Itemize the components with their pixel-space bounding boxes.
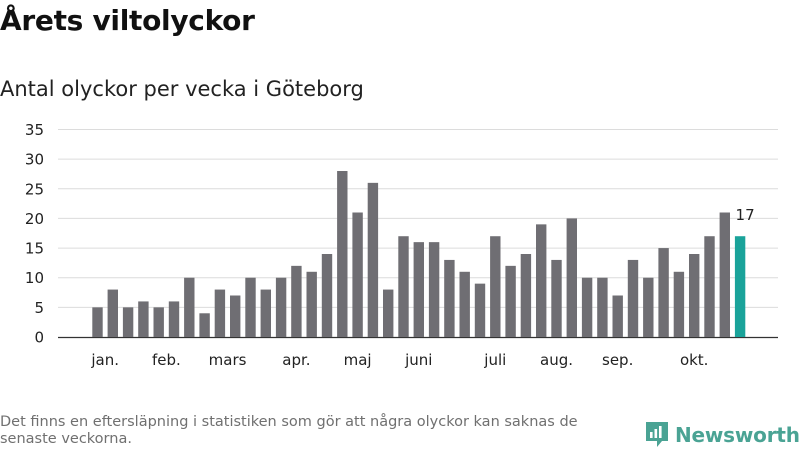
bar	[383, 289, 394, 337]
y-tick-label: 20	[25, 210, 44, 228]
bar	[643, 277, 654, 337]
chart-subtitle: Antal olyckor per vecka i Göteborg	[0, 77, 364, 101]
bar	[122, 307, 134, 337]
x-tick-label: feb.	[152, 351, 181, 369]
bar	[689, 254, 700, 337]
bar	[337, 171, 348, 337]
bar	[490, 236, 501, 337]
bar	[673, 271, 685, 337]
bar	[214, 289, 226, 337]
y-tick-label: 0	[34, 329, 44, 347]
x-tick-label: jan.	[90, 351, 119, 369]
y-tick-label: 25	[25, 180, 44, 198]
x-tick-label: okt.	[680, 351, 709, 369]
bar	[444, 259, 455, 337]
y-tick-label: 5	[34, 299, 44, 317]
bars	[92, 171, 746, 337]
x-tick-label: apr.	[282, 351, 310, 369]
chart-title: Årets viltolyckor	[0, 4, 255, 37]
bar	[581, 277, 593, 337]
bar	[551, 259, 562, 337]
x-tick-label: juli	[483, 351, 506, 369]
x-tick-label: juni	[404, 351, 432, 369]
bar	[291, 265, 302, 337]
bar	[321, 254, 333, 337]
bar	[505, 265, 516, 337]
bar	[138, 301, 149, 337]
bar	[275, 277, 287, 337]
y-tick-label: 35	[25, 121, 44, 139]
bar	[520, 254, 532, 337]
y-tick-label: 15	[25, 240, 44, 258]
bar	[352, 212, 363, 337]
bar	[260, 289, 271, 337]
bar	[184, 277, 195, 337]
y-tick-label: 30	[25, 151, 44, 169]
bar	[230, 295, 241, 337]
y-tick-label: 10	[25, 269, 44, 287]
bar	[658, 248, 669, 337]
bar	[597, 277, 608, 337]
x-tick-label: mars	[209, 351, 247, 369]
bar	[92, 307, 103, 337]
axis-labels: 0 5 10 15 20 25 30 35 17 jan. feb. mars apr. maj juni j…	[25, 121, 755, 369]
brand[interactable]: Newsworthy	[645, 420, 800, 450]
brand-name: Newsworthy	[675, 423, 800, 447]
bar	[428, 242, 440, 337]
x-tick-label: maj	[344, 351, 372, 369]
bar	[612, 295, 623, 337]
highlight-value-label: 17	[736, 206, 755, 224]
x-tick-label: aug.	[540, 351, 573, 369]
bar	[704, 236, 715, 337]
bar	[245, 277, 256, 337]
bar	[199, 313, 210, 337]
bar	[474, 283, 486, 337]
bar	[398, 236, 409, 337]
bar	[627, 259, 639, 337]
bar	[536, 224, 547, 337]
bar	[367, 182, 379, 337]
bar	[107, 289, 118, 337]
bar	[168, 301, 180, 337]
newsworthy-logo-icon	[646, 422, 668, 447]
bar	[459, 271, 470, 337]
bar-chart: 0 5 10 15 20 25 30 35 17 jan. feb. mars apr. maj juni j…	[25, 121, 778, 369]
bar	[153, 307, 164, 337]
highlight-bar	[734, 236, 746, 337]
x-tick-label: sep.	[602, 351, 633, 369]
bar	[719, 212, 730, 337]
bar	[306, 271, 317, 337]
bar	[413, 242, 424, 337]
bar	[566, 218, 577, 337]
footnote: Det finns en eftersläpning i statistiken…	[0, 414, 578, 447]
